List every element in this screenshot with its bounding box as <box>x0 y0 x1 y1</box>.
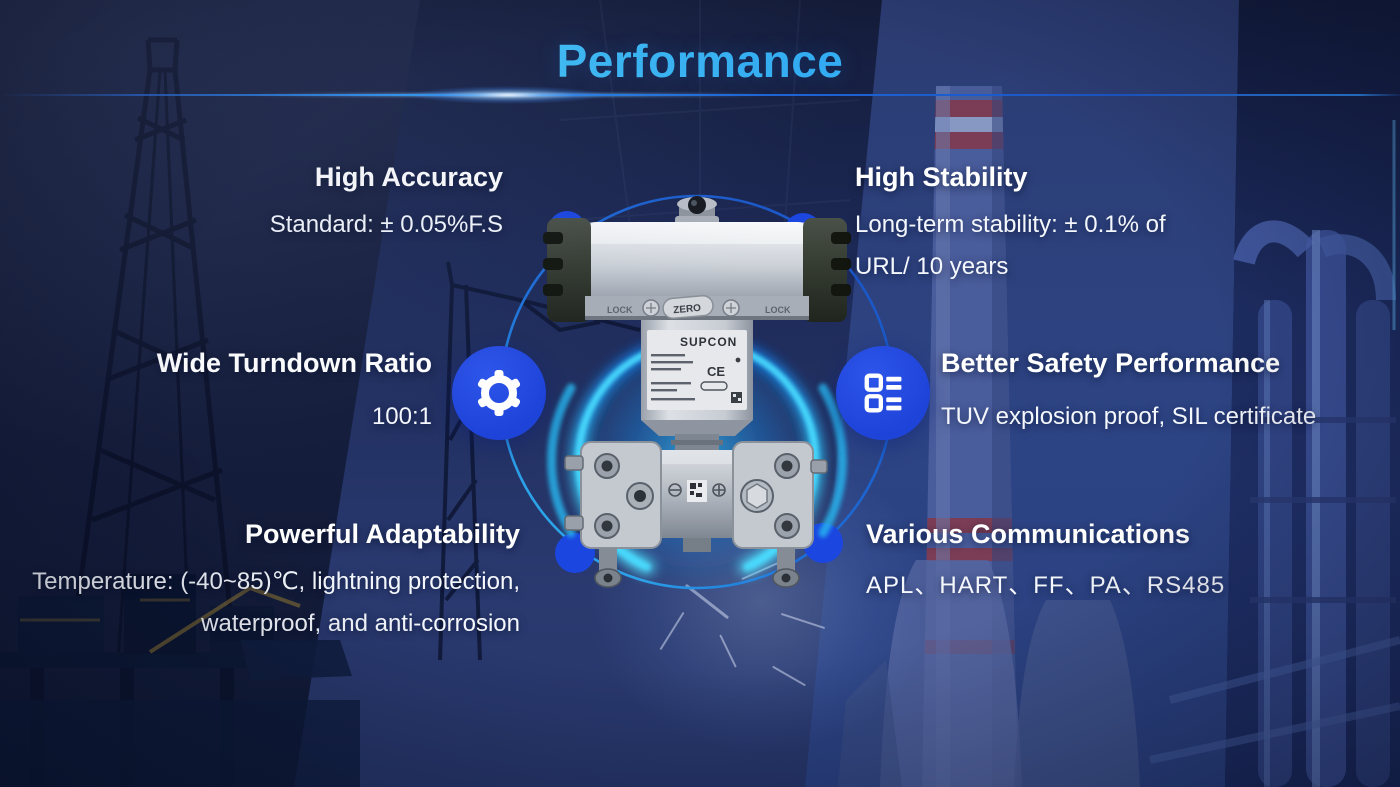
feature-various-communications: Various Communications APL、HART、FF、PA、RS… <box>866 517 1306 607</box>
brand-label: SUPCON <box>680 335 737 349</box>
feature-better-safety-desc: TUV explosion proof, SIL certificate <box>941 403 1317 430</box>
feature-high-accuracy-desc: Standard: ± 0.05%F.S <box>269 211 503 238</box>
feature-various-communications-title: Various Communications <box>866 519 1191 549</box>
feature-powerful-adaptability-title: Powerful Adaptability <box>244 519 520 549</box>
faint-girders <box>559 0 861 301</box>
feature-various-communications-desc: APL、HART、FF、PA、RS485 <box>866 572 1226 599</box>
product-photo-transmitter: LOCK ZERO LOCK SUPCON CE <box>543 196 851 588</box>
device-top-port <box>675 196 719 226</box>
device-manifold <box>564 441 828 588</box>
crane-silhouette <box>438 261 641 661</box>
hero-graphic: LOCK ZERO LOCK SUPCON CE <box>499 194 895 590</box>
checklist-icon <box>864 373 902 413</box>
page-title: Performance <box>0 34 1400 88</box>
checklist-icon-circle <box>836 346 930 440</box>
feature-better-safety-performance: Better Safety Performance TUV explosion … <box>941 346 1361 438</box>
feature-powerful-adaptability-desc: Temperature: (-40~85)℃, lightning protec… <box>32 568 520 637</box>
gear-icon <box>477 370 521 416</box>
device-adjust-band: LOCK ZERO LOCK <box>585 294 809 320</box>
title-divider-line <box>0 94 1400 96</box>
feature-wide-turndown-desc: 100:1 <box>371 403 432 430</box>
zero-button-label: ZERO <box>673 303 702 316</box>
device-end-caps <box>543 218 851 322</box>
offshore-platform-silhouette <box>0 574 360 787</box>
feature-better-safety-title: Better Safety Performance <box>941 348 1281 378</box>
feature-wide-turndown-ratio: Wide Turndown Ratio 100:1 <box>80 346 432 438</box>
label-qr-code <box>731 392 742 403</box>
lock-right-label: LOCK <box>765 305 791 315</box>
device-housing <box>581 222 813 318</box>
feature-high-stability: High Stability Long-term stability: ± 0.… <box>855 160 1207 288</box>
feature-wide-turndown-title: Wide Turndown Ratio <box>156 348 432 378</box>
feature-high-stability-title: High Stability <box>855 162 1028 192</box>
feature-high-accuracy: High Accuracy Standard: ± 0.05%F.S <box>150 160 503 246</box>
gear-icon-circle <box>452 346 546 440</box>
refinery-pipes-silhouette <box>1149 120 1400 787</box>
feature-powerful-adaptability: Powerful Adaptability Temperature: (-40~… <box>0 517 520 645</box>
feature-high-stability-desc: Long-term stability: ± 0.1% of URL/ 10 y… <box>855 211 1166 280</box>
cooling-towers-silhouette <box>838 560 1140 787</box>
device-taper <box>641 420 753 436</box>
divider-lens-flare <box>378 83 638 107</box>
device-neck: SUPCON CE <box>641 320 753 420</box>
feature-high-accuracy-title: High Accuracy <box>314 162 503 192</box>
ce-mark-label: CE <box>707 364 725 379</box>
lock-left-label: LOCK <box>607 305 633 315</box>
